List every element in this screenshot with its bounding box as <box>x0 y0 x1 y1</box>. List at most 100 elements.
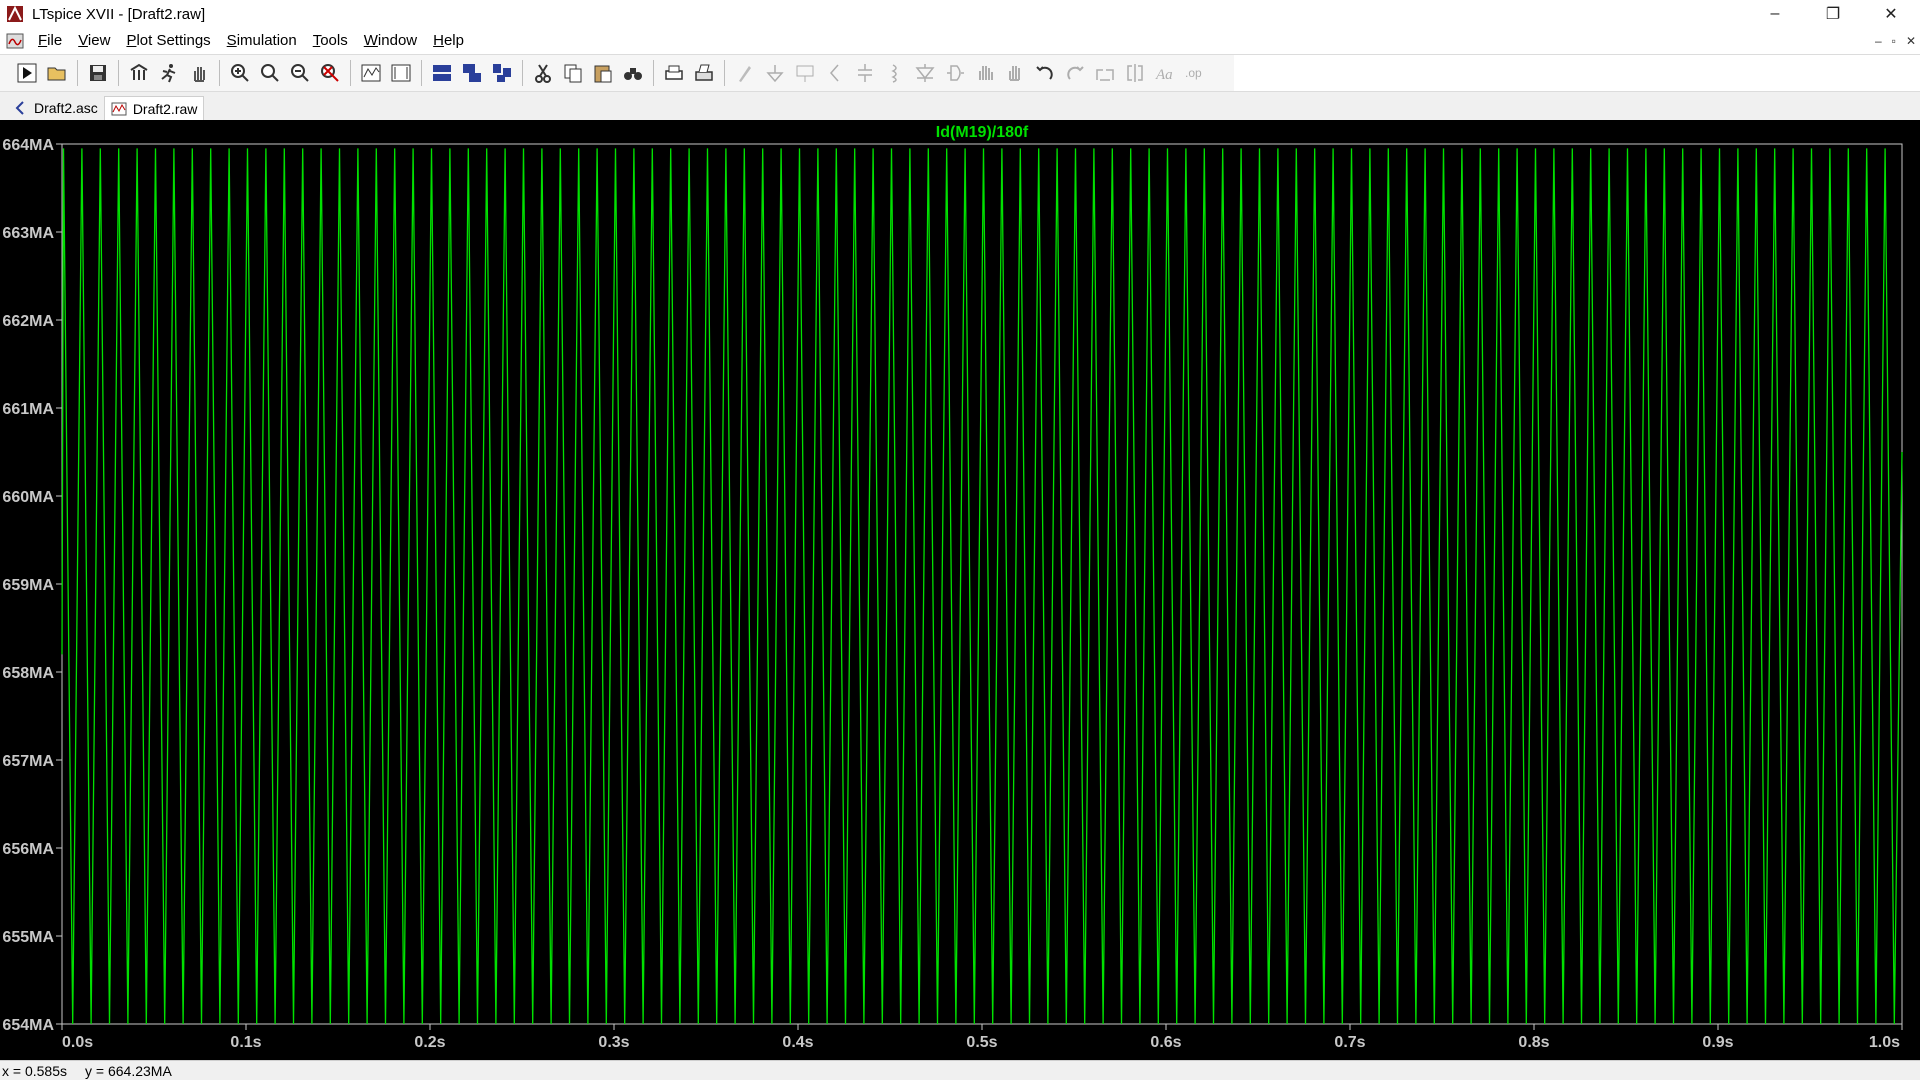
title-bar: LTspice XVII - [Draft2.raw] – ❐ ✕ <box>0 0 1920 28</box>
x-axis: 0.0s 0.1s 0.2s 0.3s 0.4s 0.5s 0.6s 0.7s 0.8s 0.9s… <box>61 1024 1903 1051</box>
toolbar-separator <box>118 60 119 86</box>
y-tick-label: 663MA <box>2 225 54 242</box>
find-icon[interactable] <box>620 60 646 86</box>
toolbar-separator <box>724 60 725 86</box>
print-icon[interactable] <box>661 60 687 86</box>
y-tick-label: 664MA <box>2 137 54 154</box>
x-tick-label: 0.2s <box>414 1034 445 1051</box>
run-icon[interactable] <box>14 60 40 86</box>
toolbar-separator <box>219 60 220 86</box>
waveform-chart[interactable]: Id(M19)/180f 664MA 663MA 662MA 661MA 660MA 65… <box>0 120 1920 1060</box>
mdi-minimize-button[interactable]: – <box>1874 34 1882 48</box>
tab-draft2-asc[interactable]: Draft2.asc <box>6 96 104 120</box>
resistor-icon[interactable] <box>822 60 848 86</box>
restore-button[interactable]: ❐ <box>1825 6 1841 23</box>
halt-icon[interactable] <box>156 60 182 86</box>
y-tick-label: 660MA <box>2 489 54 506</box>
label-icon[interactable] <box>792 60 818 86</box>
cascade-icon[interactable] <box>459 60 485 86</box>
x-tick-label: 0.3s <box>598 1034 629 1051</box>
x-tick-label: 0.0s <box>62 1034 93 1051</box>
zoom-out-icon[interactable] <box>287 60 313 86</box>
mdi-close-button[interactable]: ✕ <box>1905 34 1916 48</box>
mdi-restore-button[interactable]: ▫ <box>1891 34 1896 48</box>
capacitor-icon[interactable] <box>852 60 878 86</box>
diode-icon[interactable] <box>912 60 938 86</box>
tile-horizontal-icon[interactable] <box>429 60 455 86</box>
open-icon[interactable] <box>44 60 70 86</box>
toolbar-separator <box>350 60 351 86</box>
x-tick-label: 0.9s <box>1702 1034 1733 1051</box>
zoom-fit-icon[interactable] <box>317 60 343 86</box>
tab-label: Draft2.raw <box>132 100 198 117</box>
y-tick-label: 659MA <box>2 577 54 594</box>
undo-icon[interactable] <box>1032 60 1058 86</box>
toolbar: Aa .op <box>0 54 1234 92</box>
ltspice-app-icon[interactable] <box>6 5 24 23</box>
document-menu-icon[interactable] <box>6 32 24 50</box>
toolbar-separator <box>522 60 523 86</box>
menu-tools[interactable]: Tools <box>312 32 348 49</box>
y-tick-label: 654MA <box>2 1017 54 1034</box>
menu-plot-settings[interactable]: Plot Settings <box>126 32 211 49</box>
menu-bar: File View Plot Settings Simulation Tools… <box>0 28 1920 54</box>
rotate-icon[interactable] <box>1092 60 1118 86</box>
close-button[interactable]: ✕ <box>1884 6 1898 23</box>
trace-title[interactable]: Id(M19)/180f <box>936 124 1029 141</box>
menu-file[interactable]: File <box>38 32 63 49</box>
plot-settings-icon[interactable] <box>388 60 414 86</box>
cursor-y-readout: y = 664.23MA <box>85 1062 172 1079</box>
zoom-area-icon[interactable] <box>257 60 283 86</box>
document-tabs: Draft2.asc Draft2.raw <box>0 92 1920 120</box>
inductor-icon[interactable] <box>882 60 908 86</box>
x-tick-label: 0.5s <box>966 1034 997 1051</box>
drag-icon[interactable] <box>1002 60 1028 86</box>
svg-text:Aa: Aa <box>1155 67 1173 83</box>
y-tick-label: 661MA <box>2 401 54 418</box>
autorange-icon[interactable] <box>358 60 384 86</box>
spice-directive-icon[interactable]: .op <box>1182 60 1208 86</box>
y-tick-label: 656MA <box>2 841 54 858</box>
window-title: LTspice XVII - [Draft2.raw] <box>32 5 206 23</box>
trace-id-m19[interactable] <box>61 148 1903 1025</box>
y-axis: 664MA 663MA 662MA 661MA 660MA 659MA 658MA 657MA… <box>2 137 62 1034</box>
save-icon[interactable] <box>85 60 111 86</box>
paste-icon[interactable] <box>590 60 616 86</box>
menu-help[interactable]: Help <box>433 32 464 49</box>
mirror-icon[interactable] <box>1122 60 1148 86</box>
control-panel-icon[interactable] <box>126 60 152 86</box>
move-icon[interactable] <box>972 60 998 86</box>
waveform-icon <box>111 102 127 115</box>
menu-view[interactable]: View <box>78 32 111 49</box>
x-tick-label: 0.8s <box>1518 1034 1549 1051</box>
cut-icon[interactable] <box>530 60 556 86</box>
zoom-in-icon[interactable] <box>227 60 253 86</box>
x-tick-label: 0.7s <box>1334 1034 1365 1051</box>
menu-window[interactable]: Window <box>363 32 418 49</box>
menu-simulation[interactable]: Simulation <box>226 32 297 49</box>
copy-icon[interactable] <box>560 60 586 86</box>
text-icon[interactable]: Aa <box>1152 60 1178 86</box>
tab-draft2-raw[interactable]: Draft2.raw <box>103 96 205 120</box>
schematic-icon <box>15 101 24 115</box>
pan-icon[interactable] <box>186 60 212 86</box>
y-tick-label: 662MA <box>2 313 54 330</box>
svg-text:.op: .op <box>1185 66 1202 80</box>
x-tick-label: 0.4s <box>782 1034 813 1051</box>
y-tick-label: 658MA <box>2 665 54 682</box>
status-bar: x = 0.585s y = 664.23MA <box>0 1060 1920 1080</box>
x-tick-label: 0.6s <box>1150 1034 1181 1051</box>
toolbar-separator <box>653 60 654 86</box>
minimize-button[interactable]: – <box>1770 5 1780 22</box>
toolbar-empty-area <box>1234 54 1920 92</box>
ground-icon[interactable] <box>762 60 788 86</box>
print-setup-icon[interactable] <box>691 60 717 86</box>
redo-icon[interactable] <box>1062 60 1088 86</box>
waveform-plot-pane[interactable]: Id(M19)/180f 664MA 663MA 662MA 661MA 660MA 65… <box>0 120 1920 1060</box>
tab-label: Draft2.asc <box>34 100 98 116</box>
tile-vertical-icon[interactable] <box>489 60 515 86</box>
x-tick-label: 1.0s <box>1869 1034 1900 1051</box>
wire-icon[interactable] <box>732 60 758 86</box>
component-icon[interactable] <box>942 60 968 86</box>
cursor-x-readout: x = 0.585s <box>2 1062 67 1079</box>
